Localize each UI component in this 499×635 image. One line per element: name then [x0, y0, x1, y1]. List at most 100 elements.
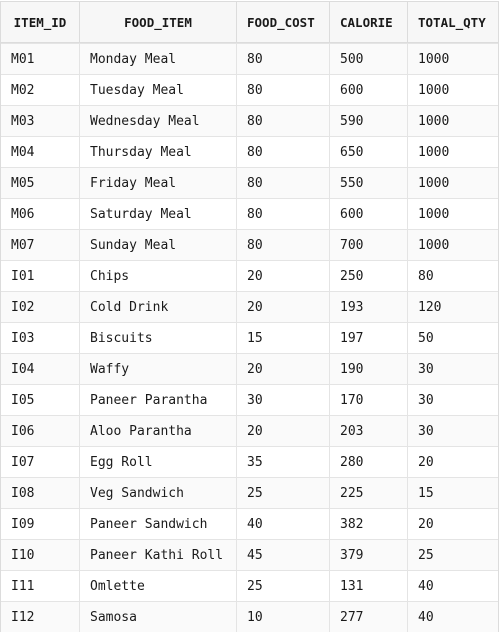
cell-calorie: 250	[329, 261, 407, 291]
table-row[interactable]: I08 Veg Sandwich 25 225 15	[1, 477, 498, 508]
cell-food-cost: 80	[236, 168, 329, 198]
cell-item-id: I04	[11, 361, 35, 377]
cell-item-id: I01	[11, 268, 35, 284]
cell-food-cost: 20	[236, 354, 329, 384]
cell-food-cost: 80	[236, 137, 329, 167]
cell-total-qty: 1000	[407, 137, 498, 167]
table-row[interactable]: I10 Paneer Kathi Roll 45 379 25	[1, 539, 498, 570]
cell-food-item: Saturday Meal	[79, 199, 236, 229]
cell-item-id: I05	[11, 392, 35, 408]
table-row[interactable]: I01 Chips 20 250 80	[1, 260, 498, 291]
cell-calorie: 170	[329, 385, 407, 415]
column-header-total-qty[interactable]: TOTAL_QTY	[407, 2, 498, 42]
cell-item-id: I10	[11, 547, 35, 563]
cell-item-id: M06	[11, 206, 35, 222]
cell-food-cost: 25	[236, 478, 329, 508]
table-row[interactable]: M05 Friday Meal 80 550 1000	[1, 167, 498, 198]
cell-food-cost: 20	[236, 416, 329, 446]
cell-item-id: M04	[11, 144, 35, 160]
cell-food-cost: 40	[236, 509, 329, 539]
table-row[interactable]: I09 Paneer Sandwich 40 382 20	[1, 508, 498, 539]
cell-item-id: I02	[11, 299, 35, 315]
table-row[interactable]: I11 Omlette 25 131 40	[1, 570, 498, 601]
table-row[interactable]: M07 Sunday Meal 80 700 1000	[1, 229, 498, 260]
cell-food-cost: 20	[236, 261, 329, 291]
cell-calorie: 280	[329, 447, 407, 477]
cell-food-cost: 20	[236, 292, 329, 322]
cell-total-qty: 1000	[407, 168, 498, 198]
cell-total-qty: 25	[407, 540, 498, 570]
cell-food-item: Paneer Parantha	[79, 385, 236, 415]
cell-calorie: 600	[329, 199, 407, 229]
cell-food-item: Wednesday Meal	[79, 106, 236, 136]
cell-calorie: 131	[329, 571, 407, 601]
table-row[interactable]: I07 Egg Roll 35 280 20	[1, 446, 498, 477]
column-header-calorie[interactable]: CALORIE	[329, 2, 407, 42]
cell-total-qty: 40	[407, 602, 498, 632]
cell-food-item: Omlette	[79, 571, 236, 601]
cell-calorie: 197	[329, 323, 407, 353]
cell-item-id: I07	[11, 454, 35, 470]
cell-total-qty: 80	[407, 261, 498, 291]
cell-item-id: I12	[11, 609, 35, 625]
cell-food-cost: 30	[236, 385, 329, 415]
cell-food-item: Paneer Sandwich	[79, 509, 236, 539]
cell-food-item: Friday Meal	[79, 168, 236, 198]
column-header-food-item[interactable]: FOOD_ITEM	[79, 2, 236, 42]
cell-item-id: M07	[11, 237, 35, 253]
cell-food-cost: 25	[236, 571, 329, 601]
cell-calorie: 203	[329, 416, 407, 446]
cell-total-qty: 30	[407, 354, 498, 384]
cell-calorie: 600	[329, 75, 407, 105]
cell-total-qty: 20	[407, 509, 498, 539]
table-row[interactable]: I02 Cold Drink 20 193 120	[1, 291, 498, 322]
cell-total-qty: 120	[407, 292, 498, 322]
cell-total-qty: 30	[407, 416, 498, 446]
column-header-food-cost[interactable]: FOOD_COST	[236, 2, 329, 42]
table-body: M01 Monday Meal 80 500 1000 M02 Tuesday Meal 80…	[1, 43, 498, 632]
table-row[interactable]: M03 Wednesday Meal 80 590 1000	[1, 105, 498, 136]
cell-item-id: I03	[11, 330, 35, 346]
cell-food-cost: 10	[236, 602, 329, 632]
cell-item-id: I08	[11, 485, 35, 501]
table-row[interactable]: M06 Saturday Meal 80 600 1000	[1, 198, 498, 229]
table-row[interactable]: I03 Biscuits 15 197 50	[1, 322, 498, 353]
cell-food-item: Samosa	[79, 602, 236, 632]
table-row[interactable]: M04 Thursday Meal 80 650 1000	[1, 136, 498, 167]
cell-food-item: Waffy	[79, 354, 236, 384]
table-row[interactable]: I06 Aloo Parantha 20 203 30	[1, 415, 498, 446]
cell-total-qty: 1000	[407, 75, 498, 105]
cell-food-cost: 80	[236, 199, 329, 229]
cell-calorie: 225	[329, 478, 407, 508]
cell-calorie: 277	[329, 602, 407, 632]
cell-total-qty: 1000	[407, 44, 498, 74]
cell-total-qty: 30	[407, 385, 498, 415]
cell-food-item: Thursday Meal	[79, 137, 236, 167]
table-row[interactable]: I12 Samosa 10 277 40	[1, 601, 498, 632]
cell-item-id: I06	[11, 423, 35, 439]
cell-food-item: Cold Drink	[79, 292, 236, 322]
table-row[interactable]: M01 Monday Meal 80 500 1000	[1, 43, 498, 74]
cell-item-id: I11	[11, 578, 35, 594]
column-header-item-id[interactable]: ITEM_ID	[13, 14, 67, 30]
cell-calorie: 500	[329, 44, 407, 74]
table-row[interactable]: I04 Waffy 20 190 30	[1, 353, 498, 384]
table-header-row: ITEM_ID FOOD_ITEM FOOD_COST CALORIE TOTA…	[1, 1, 498, 43]
cell-item-id: I09	[11, 516, 35, 532]
cell-calorie: 550	[329, 168, 407, 198]
table-row[interactable]: M02 Tuesday Meal 80 600 1000	[1, 74, 498, 105]
cell-food-item: Egg Roll	[79, 447, 236, 477]
cell-total-qty: 1000	[407, 106, 498, 136]
cell-item-id: M02	[11, 82, 35, 98]
cell-total-qty: 1000	[407, 199, 498, 229]
table-row[interactable]: I05 Paneer Parantha 30 170 30	[1, 384, 498, 415]
cell-calorie: 193	[329, 292, 407, 322]
cell-calorie: 650	[329, 137, 407, 167]
cell-food-cost: 80	[236, 75, 329, 105]
cell-food-cost: 80	[236, 230, 329, 260]
cell-item-id: M01	[11, 51, 35, 67]
cell-food-item: Paneer Kathi Roll	[79, 540, 236, 570]
cell-calorie: 379	[329, 540, 407, 570]
cell-calorie: 590	[329, 106, 407, 136]
